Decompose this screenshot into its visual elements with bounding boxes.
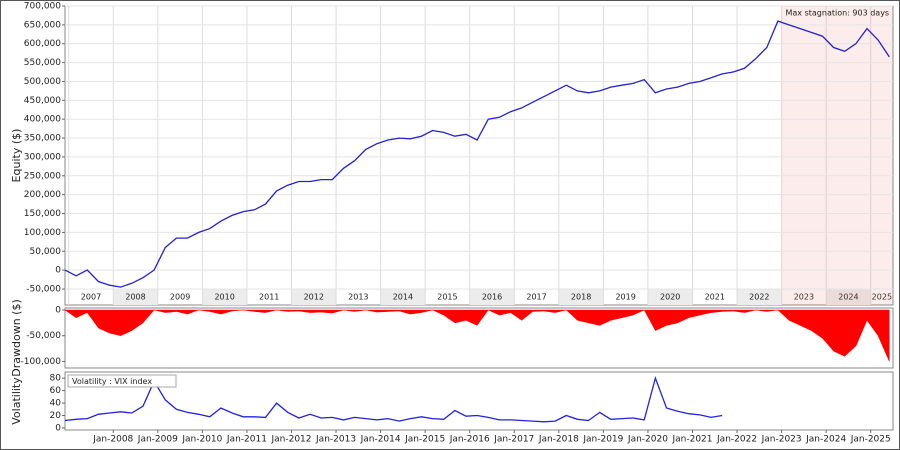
year-label: 2024: [838, 293, 858, 302]
y-tick-label: 0: [55, 306, 61, 316]
year-label: 2014: [393, 293, 413, 302]
plot-area: [64, 371, 894, 431]
x-tick-label: Jan-2011: [226, 435, 267, 445]
year-label: 2007: [81, 293, 101, 302]
y-tick-label: 100,000: [24, 228, 61, 238]
annotation: Max stagnation: 903 days: [786, 9, 890, 18]
year-band: [113, 289, 158, 305]
year-label: 2013: [348, 293, 368, 302]
y-tick-label: 60: [50, 386, 62, 396]
y-tick-label: 80: [50, 374, 62, 384]
year-band: [202, 289, 247, 305]
y-tick-label: 550,000: [24, 58, 61, 68]
year-label: 2025: [872, 293, 892, 302]
x-tick-label: Jan-2021: [671, 435, 712, 445]
year-label: 2008: [125, 293, 145, 302]
x-tick-label: Jan-2024: [805, 435, 846, 445]
x-tick-label: Jan-2025: [850, 435, 891, 445]
year-band: [469, 289, 515, 305]
year-label: 2009: [170, 293, 190, 302]
x-tick-label: Jan-2022: [716, 435, 757, 445]
stagnation-area: [781, 6, 893, 305]
y-tick-label: 40: [50, 399, 62, 409]
year-band: [291, 289, 337, 305]
year-label: 2019: [615, 293, 635, 302]
y-tick-label: -50,000: [26, 285, 61, 295]
line: [64, 375, 723, 423]
y-tick-label: 0: [55, 266, 61, 276]
y-tick-label: -100,000: [21, 357, 62, 367]
y-tick-label: 650,000: [24, 20, 61, 30]
y-tick-label: 20: [50, 411, 62, 421]
y-tick-label: 400,000: [24, 115, 61, 125]
year-label: 2021: [705, 293, 725, 302]
y-tick-label: -50,000: [26, 331, 61, 341]
x-tick-label: Jan-2017: [493, 435, 534, 445]
y-tick-label: 500,000: [24, 77, 61, 87]
year-label: 2016: [482, 293, 502, 302]
x-tick-label: Jan-2009: [137, 435, 178, 445]
x-tick-label: Jan-2013: [315, 435, 356, 445]
year-label: 2022: [749, 293, 769, 302]
y-tick-label: 700,000: [24, 2, 61, 12]
y-tick-label: 0: [55, 424, 61, 434]
drawdown-area: [64, 309, 890, 362]
year-band: [558, 289, 604, 305]
year-band: [737, 289, 782, 305]
year-band: [380, 289, 426, 305]
x-tick-label: Jan-2008: [92, 435, 133, 445]
year-label: 2023: [794, 293, 814, 302]
x-tick-label: Jan-2020: [627, 435, 668, 445]
y-axis-title: Equity ($): [10, 129, 23, 183]
x-tick-label: Jan-2023: [761, 435, 802, 445]
year-label: 2018: [571, 293, 591, 302]
year-band: [826, 289, 871, 305]
y-tick-label: 350,000: [24, 134, 61, 144]
x-tick-label: Jan-2018: [538, 435, 579, 445]
x-tick-label: Jan-2014: [360, 435, 401, 445]
legend-label: Volatility : VIX index: [72, 377, 152, 386]
y-tick-label: 50,000: [30, 247, 62, 257]
x-tick-label: Jan-2010: [181, 435, 222, 445]
year-label: 2010: [214, 293, 234, 302]
year-band: [647, 289, 693, 305]
y-tick-label: 450,000: [24, 96, 61, 106]
y-tick-label: 200,000: [24, 190, 61, 200]
y-axis-title: Volatility: [10, 377, 23, 425]
x-tick-label: Jan-2016: [449, 435, 490, 445]
legend-box: [67, 374, 177, 388]
x-tick-label: Jan-2019: [582, 435, 623, 445]
legend: Volatility : VIX index: [67, 374, 177, 388]
y-tick-label: 150,000: [24, 209, 61, 219]
y-tick-label: 300,000: [24, 152, 61, 162]
year-label: 2011: [259, 293, 279, 302]
x-tick-label: Jan-2012: [270, 435, 311, 445]
year-label: 2015: [437, 293, 457, 302]
y-axis-title: Drawdown ($): [10, 299, 23, 377]
plot-area: [64, 5, 894, 306]
year-label: 2012: [304, 293, 324, 302]
y-tick-label: 250,000: [24, 171, 61, 181]
year-label: 2020: [660, 293, 680, 302]
y-tick-label: 600,000: [24, 39, 61, 49]
line: [64, 20, 890, 288]
x-tick-label: Jan-2015: [404, 435, 445, 445]
year-label: 2017: [526, 293, 546, 302]
